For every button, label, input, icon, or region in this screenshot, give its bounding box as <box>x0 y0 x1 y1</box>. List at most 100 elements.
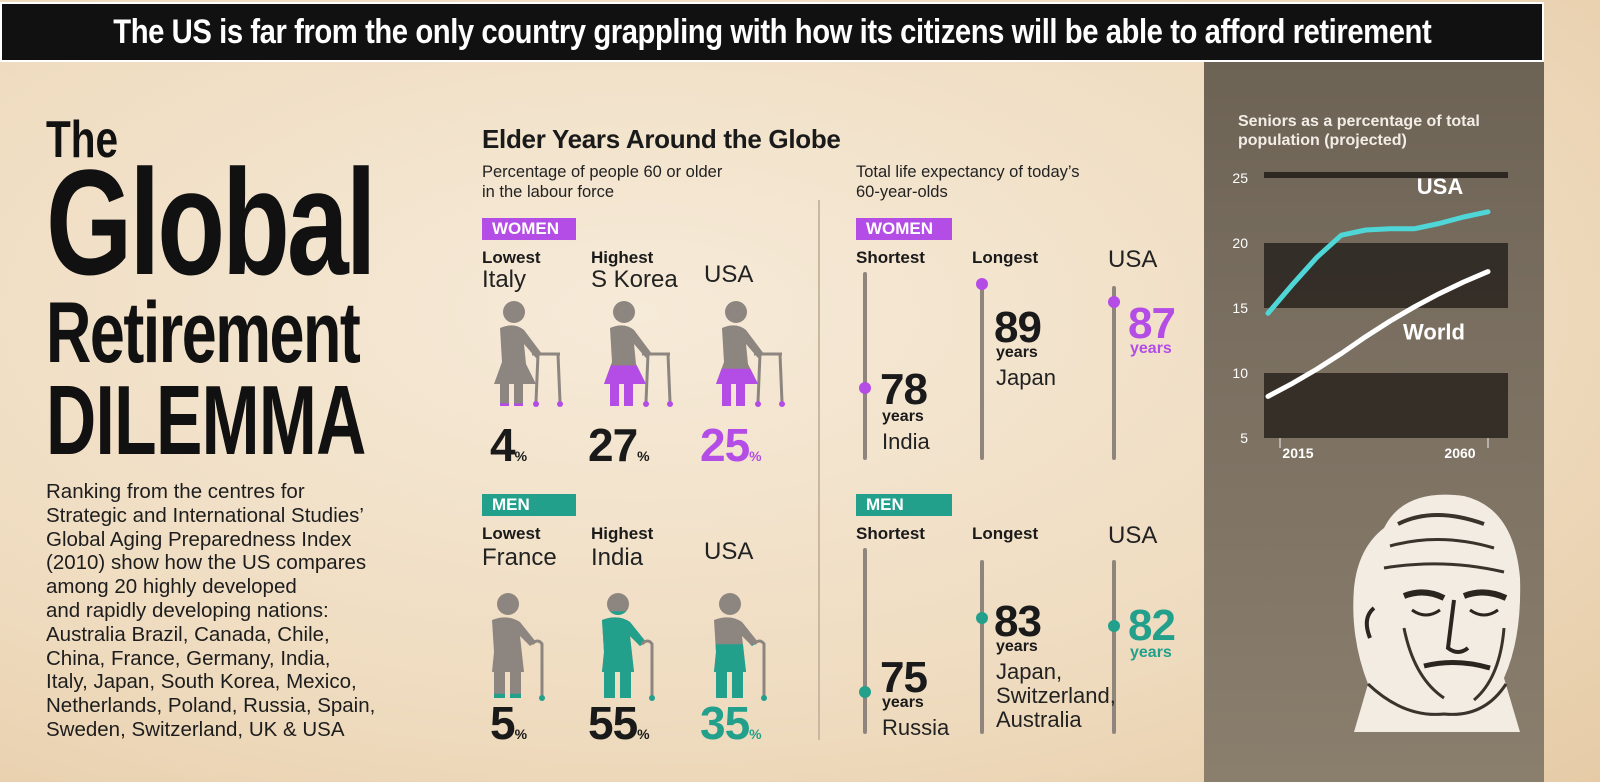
intro-line: Strategic and International Studies’ <box>46 503 364 527</box>
labour-women-lowest-country: Italy <box>482 266 527 293</box>
cane-figure-icon <box>602 593 655 701</box>
y-tick-label: 15 <box>1232 300 1248 316</box>
cane-figure-icon <box>714 593 767 701</box>
life-men-usa-unit: years <box>1130 644 1172 661</box>
scale-rule <box>863 272 867 460</box>
pct-value: 25 <box>700 419 750 471</box>
marker-dot <box>976 278 988 290</box>
labour-women-highest-pct: 27% <box>588 418 650 472</box>
man-cane-figure-france <box>478 592 568 707</box>
marker-dot <box>1108 620 1120 632</box>
pct-value: 55 <box>588 697 638 749</box>
series-line-world <box>1265 269 1491 399</box>
life-women-usa-unit: years <box>1130 340 1172 357</box>
intro-line: Australia Brazil, Canada, Chile, <box>46 622 330 646</box>
pct-unit: % <box>637 448 650 464</box>
chart-title: Seniors as a percentage of total populat… <box>1238 113 1480 149</box>
labour-men-lowest-head: Lowest <box>482 524 541 543</box>
pct-value: 5 <box>490 697 516 749</box>
life-men-usa-value: 82 <box>1128 601 1176 650</box>
title-dilemma: DILEMMA <box>46 365 366 475</box>
intro-line: Global Aging Preparedness Index <box>46 527 352 551</box>
intro-line: and rapidly developing nations: <box>46 598 329 622</box>
intro-line: Ranking from the centres for <box>46 480 305 503</box>
intro-line: Netherlands, Poland, Russia, Spain, <box>46 694 376 718</box>
life-men-shortest-value: 75 <box>880 653 928 702</box>
pct-value: 27 <box>588 419 638 471</box>
labour-men-highest-pct: 55% <box>588 696 650 750</box>
scale-rule <box>980 286 984 460</box>
grid-band <box>1264 172 1508 178</box>
life-men-longest-place-3: Australia <box>996 707 1082 732</box>
seniors-line-chart: 5 10 15 20 25 2015 2060 USA World <box>1232 170 1508 461</box>
labour-women-usa-pct: 25% <box>700 418 762 472</box>
x-tick-label: 2060 <box>1444 445 1475 461</box>
life-men-shortest-unit: years <box>882 694 924 711</box>
life-women-shortest-unit: years <box>882 408 924 425</box>
intro-line: China, France, Germany, India, <box>46 646 331 670</box>
section-title: Elder Years Around the Globe <box>482 124 841 154</box>
labour-men-lowest-pct: 5% <box>490 696 527 750</box>
headline-text: The US is far from the only country grap… <box>112 12 1432 51</box>
man-cane-figure-usa <box>700 592 790 707</box>
life-women-shortest-place: India <box>882 429 930 454</box>
marker-dot <box>859 382 871 394</box>
x-axis-ticks <box>1279 438 1489 448</box>
life-women-longest-value: 89 <box>994 303 1042 352</box>
intro-line: Italy, Japan, South Korea, Mexico, <box>46 670 357 694</box>
marker-dot <box>859 686 871 698</box>
grid-band <box>1264 373 1508 438</box>
labour-men-usa-pct: 35% <box>700 696 762 750</box>
life-women-usa-head: USA <box>1108 246 1158 273</box>
pct-value: 4 <box>490 419 516 471</box>
life-women-longest-unit: years <box>996 344 1038 361</box>
man-cane-figure-india <box>588 592 678 707</box>
life-women-shortest-head: Shortest <box>856 248 925 267</box>
life-men-longest-head: Longest <box>972 524 1039 543</box>
y-tick-label: 10 <box>1232 365 1248 381</box>
woman-walker-figure-usa <box>702 300 792 415</box>
labour-women-highest-head: Highest <box>591 248 654 267</box>
women-tag: WOMEN <box>482 218 576 240</box>
life-men-shortest-head: Shortest <box>856 524 925 543</box>
marker-dot <box>976 612 988 624</box>
pct-unit: % <box>514 448 528 464</box>
intro-line: Sweden, Switzerland, UK & USA <box>46 717 345 741</box>
section-divider <box>818 200 820 740</box>
woman-walker-figure-italy <box>480 300 570 415</box>
y-tick-label: 5 <box>1240 430 1248 446</box>
elderly-man-portrait <box>1353 494 1521 732</box>
walker-figure-icon <box>604 301 673 407</box>
title-global: Global <box>46 138 377 306</box>
pct-unit: % <box>749 726 762 742</box>
life-women-longest-head: Longest <box>972 248 1039 267</box>
labour-subtitle-line: Percentage of people 60 or older <box>482 163 723 181</box>
labour-women-usa-country: USA <box>704 261 754 288</box>
scale-rule <box>863 548 867 734</box>
life-men-longest-place-1: Japan, <box>996 659 1063 684</box>
life-women-longest-place: Japan <box>996 365 1056 390</box>
scale-rule <box>980 560 984 734</box>
title-retirement: Retirement <box>46 285 361 381</box>
life-men-usa-head: USA <box>1108 522 1158 549</box>
life-subtitle-line: 60-year-olds <box>856 183 948 201</box>
life-women-shortest-value: 78 <box>880 365 928 414</box>
y-tick-label: 20 <box>1232 235 1248 251</box>
intro-line: among 20 highly developed <box>46 575 297 599</box>
woman-walker-figure-skorea <box>590 300 680 415</box>
walker-figure-icon <box>494 301 563 407</box>
men-tag: MEN <box>482 494 576 516</box>
labour-women-highest-country: S Korea <box>591 266 678 293</box>
walker-figure-icon <box>716 301 785 407</box>
cane-figure-icon <box>492 593 545 701</box>
life-men-tag: MEN <box>856 494 952 516</box>
y-tick-label: 25 <box>1232 170 1248 186</box>
title-the: The <box>46 111 119 169</box>
life-women-usa-value: 87 <box>1128 299 1176 348</box>
labour-women-lowest-head: Lowest <box>482 248 541 267</box>
labour-subtitle: Percentage of people 60 or older in the … <box>482 162 722 202</box>
labour-subtitle-line: in the labour force <box>482 183 615 201</box>
life-men-longest-place-2: Switzerland, <box>996 683 1116 708</box>
labour-men-usa-country: USA <box>704 538 754 565</box>
